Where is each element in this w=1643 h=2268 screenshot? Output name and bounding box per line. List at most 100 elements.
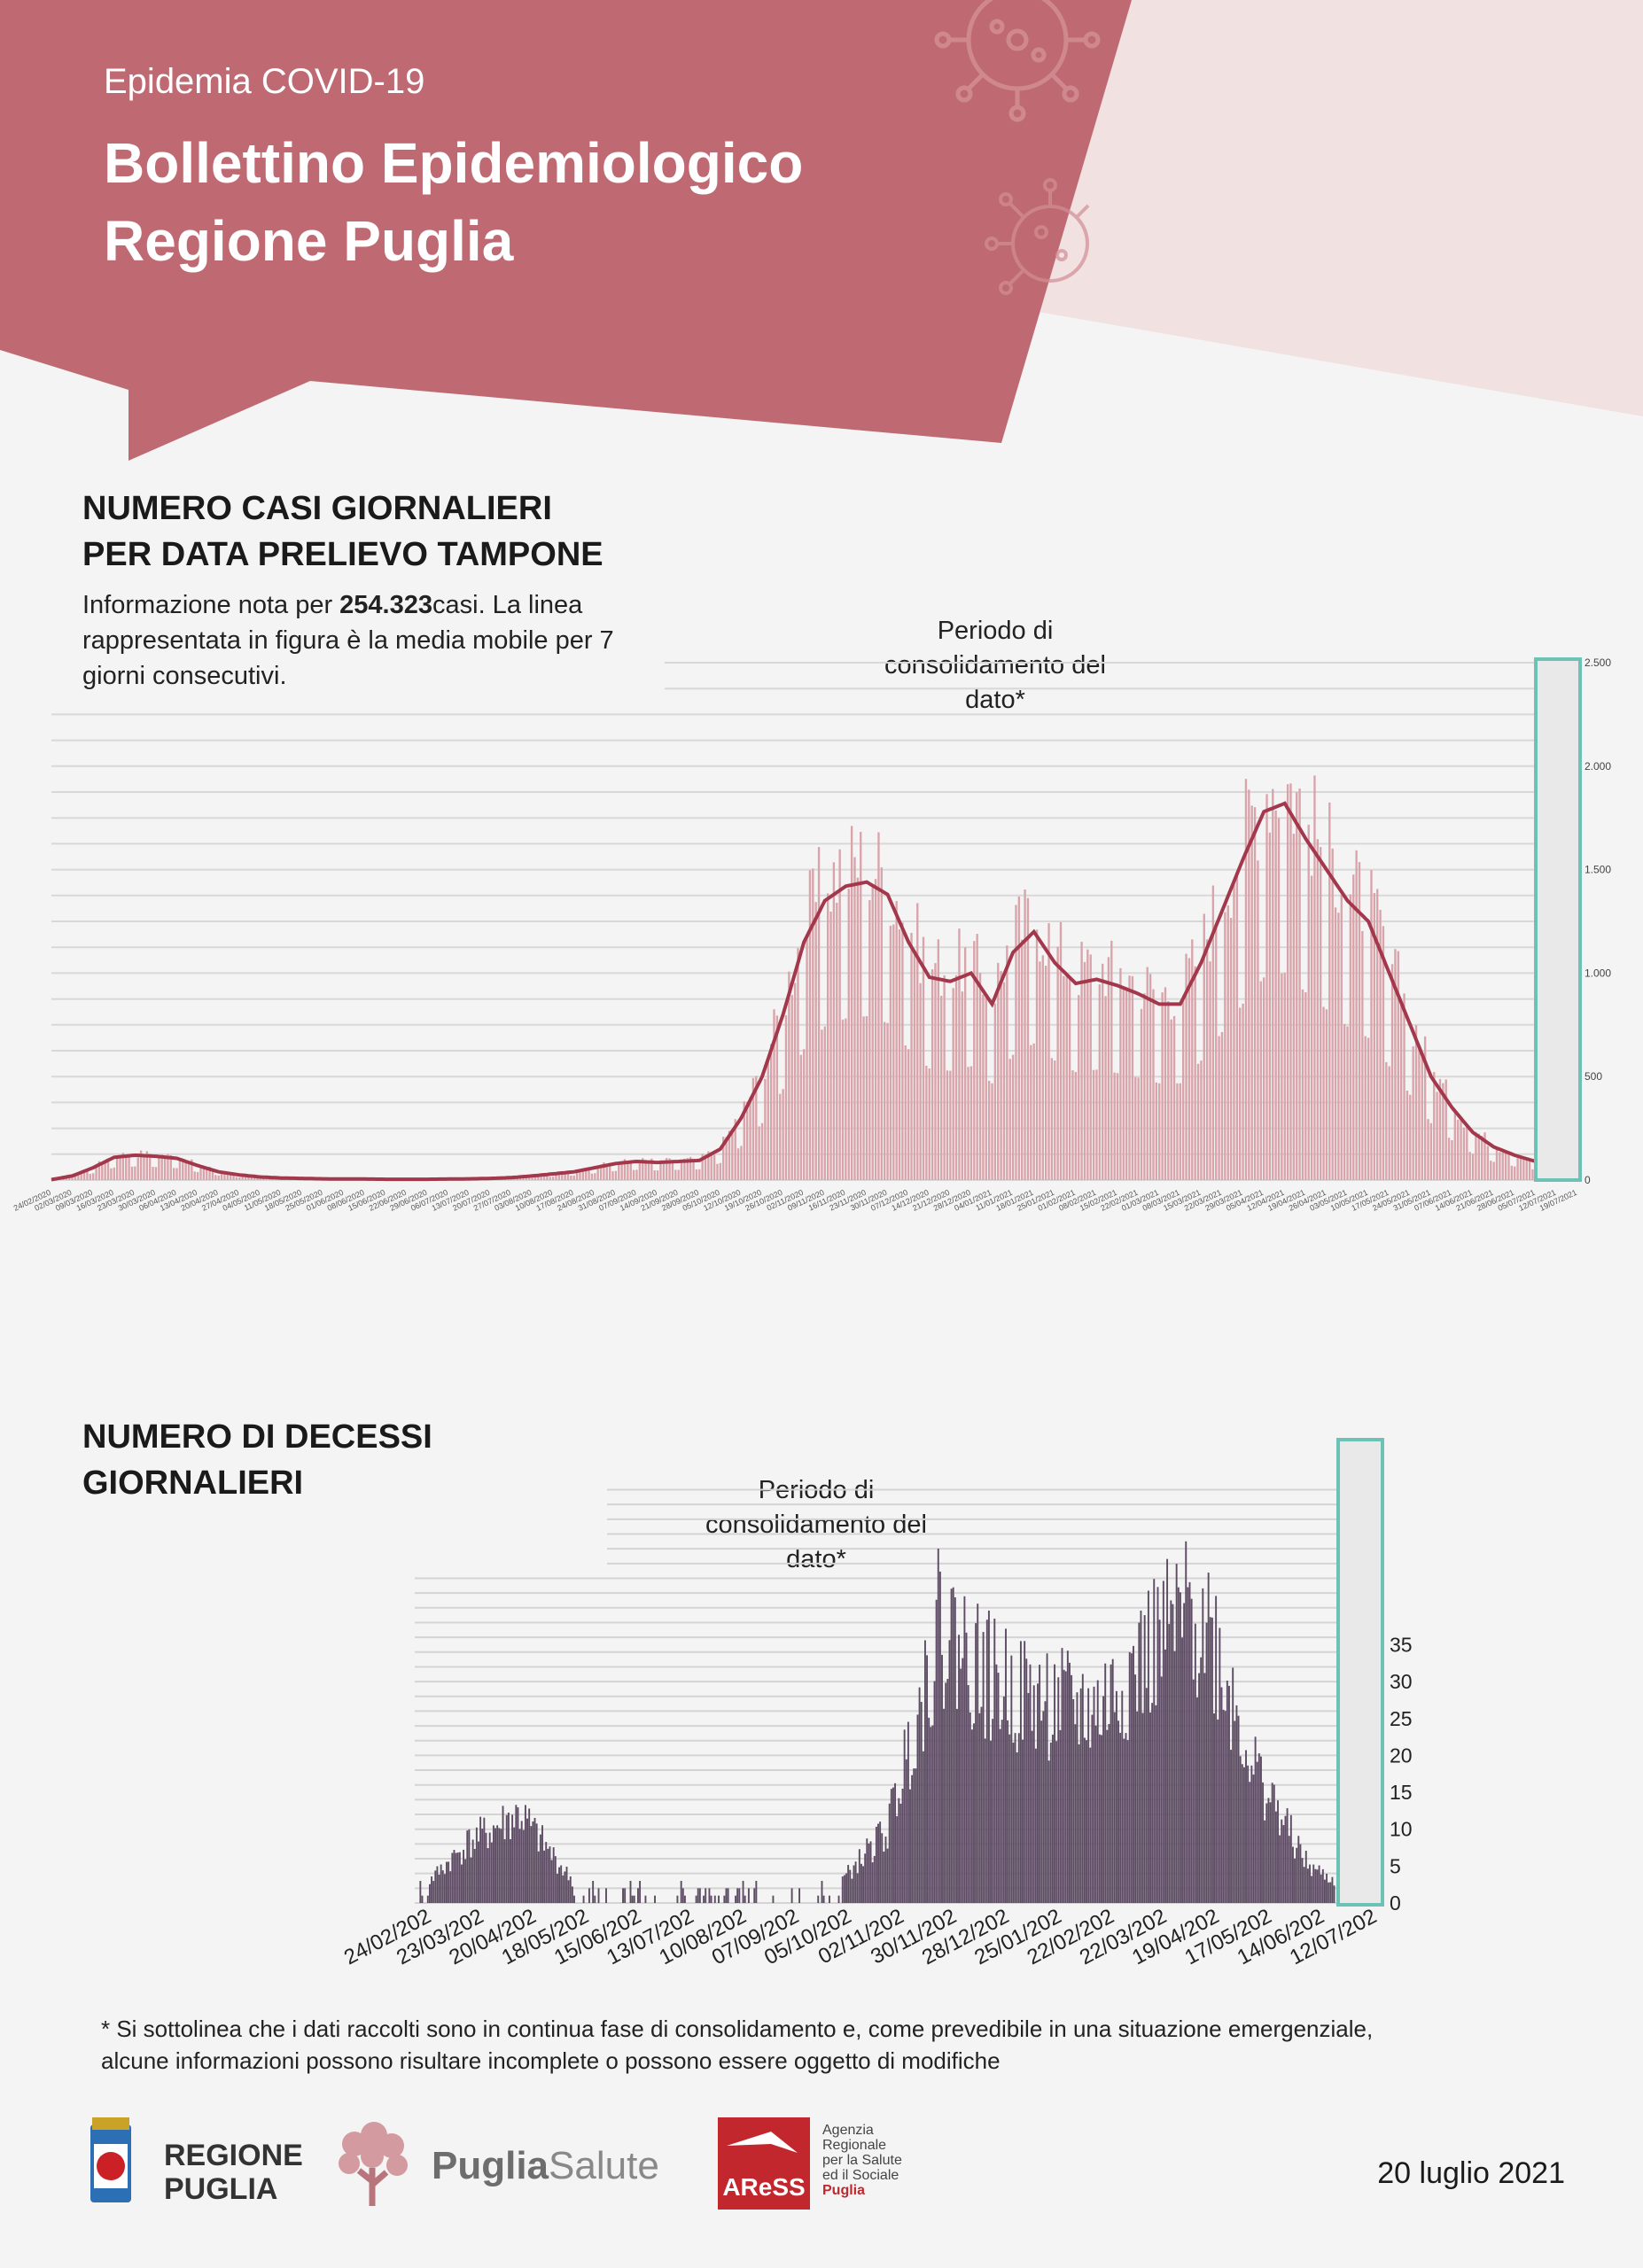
deaths-bar bbox=[1140, 1610, 1142, 1903]
cases-bar bbox=[666, 1158, 668, 1180]
deaths-bar bbox=[1173, 1651, 1176, 1903]
deaths-bar bbox=[1002, 1696, 1005, 1903]
deaths-bar bbox=[1241, 1764, 1243, 1903]
cases-bar bbox=[1015, 905, 1017, 1180]
deaths-bar bbox=[1318, 1865, 1320, 1903]
deaths-bar bbox=[853, 1865, 855, 1903]
aress-line3: per la Salute bbox=[822, 2153, 902, 2168]
cases-bar bbox=[1328, 802, 1331, 1180]
deaths-bar bbox=[892, 1787, 894, 1903]
deaths-bar bbox=[1247, 1765, 1250, 1903]
deaths-bar bbox=[952, 1587, 954, 1903]
deaths-bar bbox=[1245, 1750, 1247, 1903]
deaths-bar bbox=[1220, 1687, 1223, 1903]
deaths-bar bbox=[530, 1826, 533, 1903]
deaths-bar bbox=[922, 1751, 924, 1903]
cases-bar bbox=[1233, 880, 1235, 1180]
cases-y-tick-label: 500 bbox=[1585, 1070, 1602, 1083]
deaths-bar bbox=[605, 1888, 607, 1903]
deaths-bar bbox=[1055, 1741, 1058, 1903]
cases-bar bbox=[1253, 807, 1257, 1180]
cases-bar bbox=[1355, 850, 1358, 1180]
deaths-bar bbox=[502, 1806, 504, 1903]
cases-bar bbox=[1468, 1152, 1471, 1180]
deaths-bar bbox=[1155, 1705, 1157, 1903]
page-title-line1: Bollettino Epidemiologico bbox=[104, 131, 804, 195]
deaths-bar bbox=[1017, 1733, 1020, 1903]
deaths-bar bbox=[1168, 1624, 1171, 1903]
deaths-bar bbox=[969, 1712, 971, 1903]
deaths-bar bbox=[896, 1816, 899, 1903]
cases-bar bbox=[1429, 1122, 1433, 1180]
deaths-bar bbox=[487, 1848, 489, 1903]
deaths-bar bbox=[1034, 1748, 1037, 1903]
deaths-bar bbox=[948, 1640, 951, 1903]
cases-bar bbox=[961, 991, 963, 1180]
deaths-bar bbox=[1133, 1645, 1134, 1903]
deaths-bar bbox=[871, 1862, 874, 1903]
cases-bar bbox=[632, 1169, 635, 1180]
cases-bar bbox=[89, 1174, 91, 1180]
cases-bar bbox=[806, 937, 808, 1180]
deaths-bar bbox=[1025, 1658, 1028, 1903]
deaths-bar bbox=[1235, 1705, 1238, 1903]
cases-bar bbox=[1113, 1072, 1116, 1180]
cases-bar bbox=[1244, 779, 1248, 1180]
deaths-bar bbox=[1309, 1864, 1311, 1903]
deaths-bar bbox=[471, 1839, 474, 1903]
cases-bar bbox=[701, 1153, 704, 1180]
deaths-bar bbox=[718, 1895, 720, 1903]
cases-bar bbox=[623, 1159, 627, 1180]
cases-bar bbox=[178, 1161, 182, 1180]
cases-y-tick-label: 2.500 bbox=[1585, 656, 1611, 669]
cases-bar bbox=[1367, 1037, 1370, 1180]
deaths-bar bbox=[588, 1888, 590, 1903]
deaths-bar bbox=[1130, 1653, 1133, 1903]
cases-bar bbox=[1477, 1133, 1480, 1180]
deaths-bar bbox=[735, 1895, 737, 1903]
cases-bar bbox=[1220, 1031, 1224, 1180]
deaths-bar bbox=[446, 1861, 448, 1903]
deaths-bar bbox=[556, 1874, 558, 1903]
cases-bar bbox=[202, 1165, 206, 1180]
cases-bar bbox=[749, 1097, 751, 1180]
deaths-bar bbox=[1237, 1715, 1240, 1903]
cases-bar bbox=[1176, 1083, 1179, 1180]
deaths-bar bbox=[463, 1849, 465, 1903]
cases-bar bbox=[585, 1170, 588, 1180]
deaths-bar bbox=[518, 1829, 521, 1903]
cases-bar bbox=[782, 1089, 784, 1180]
cases-bar bbox=[1519, 1157, 1522, 1180]
cases-bar bbox=[1400, 1004, 1403, 1180]
cases-bar bbox=[1146, 967, 1149, 1180]
deaths-bar bbox=[1328, 1882, 1330, 1903]
deaths-bar bbox=[931, 1725, 934, 1903]
deaths-bar bbox=[918, 1687, 921, 1903]
deaths-bar bbox=[1213, 1713, 1215, 1903]
cases-bar bbox=[823, 1026, 826, 1180]
deaths-bar bbox=[1039, 1664, 1041, 1903]
cases-bar bbox=[790, 995, 793, 1180]
cases-bar bbox=[1313, 775, 1316, 1180]
deaths-bar bbox=[858, 1849, 860, 1903]
deaths-bar bbox=[1273, 1784, 1275, 1903]
deaths-bar bbox=[1051, 1734, 1054, 1903]
cases-bar bbox=[710, 1153, 712, 1180]
cases-bar bbox=[751, 1077, 755, 1180]
regione-puglia-logo-text: REGIONE PUGLIA bbox=[164, 2139, 303, 2206]
cases-bar bbox=[158, 1157, 160, 1180]
deaths-bar bbox=[1160, 1676, 1163, 1903]
deaths-bar bbox=[1147, 1590, 1149, 1903]
deaths-bar bbox=[886, 1848, 889, 1903]
cases-bar bbox=[1172, 1015, 1176, 1180]
deaths-bar bbox=[644, 1895, 647, 1903]
deaths-bar bbox=[438, 1874, 440, 1903]
cases-bar bbox=[618, 1162, 620, 1180]
deaths-bar bbox=[1054, 1664, 1055, 1903]
cases-bar bbox=[206, 1167, 208, 1180]
deaths-bar bbox=[541, 1825, 543, 1903]
cases-bar bbox=[683, 1158, 686, 1180]
cases-bar bbox=[662, 1161, 665, 1180]
deaths-bar bbox=[592, 1881, 595, 1903]
cases-bar bbox=[149, 1154, 152, 1180]
